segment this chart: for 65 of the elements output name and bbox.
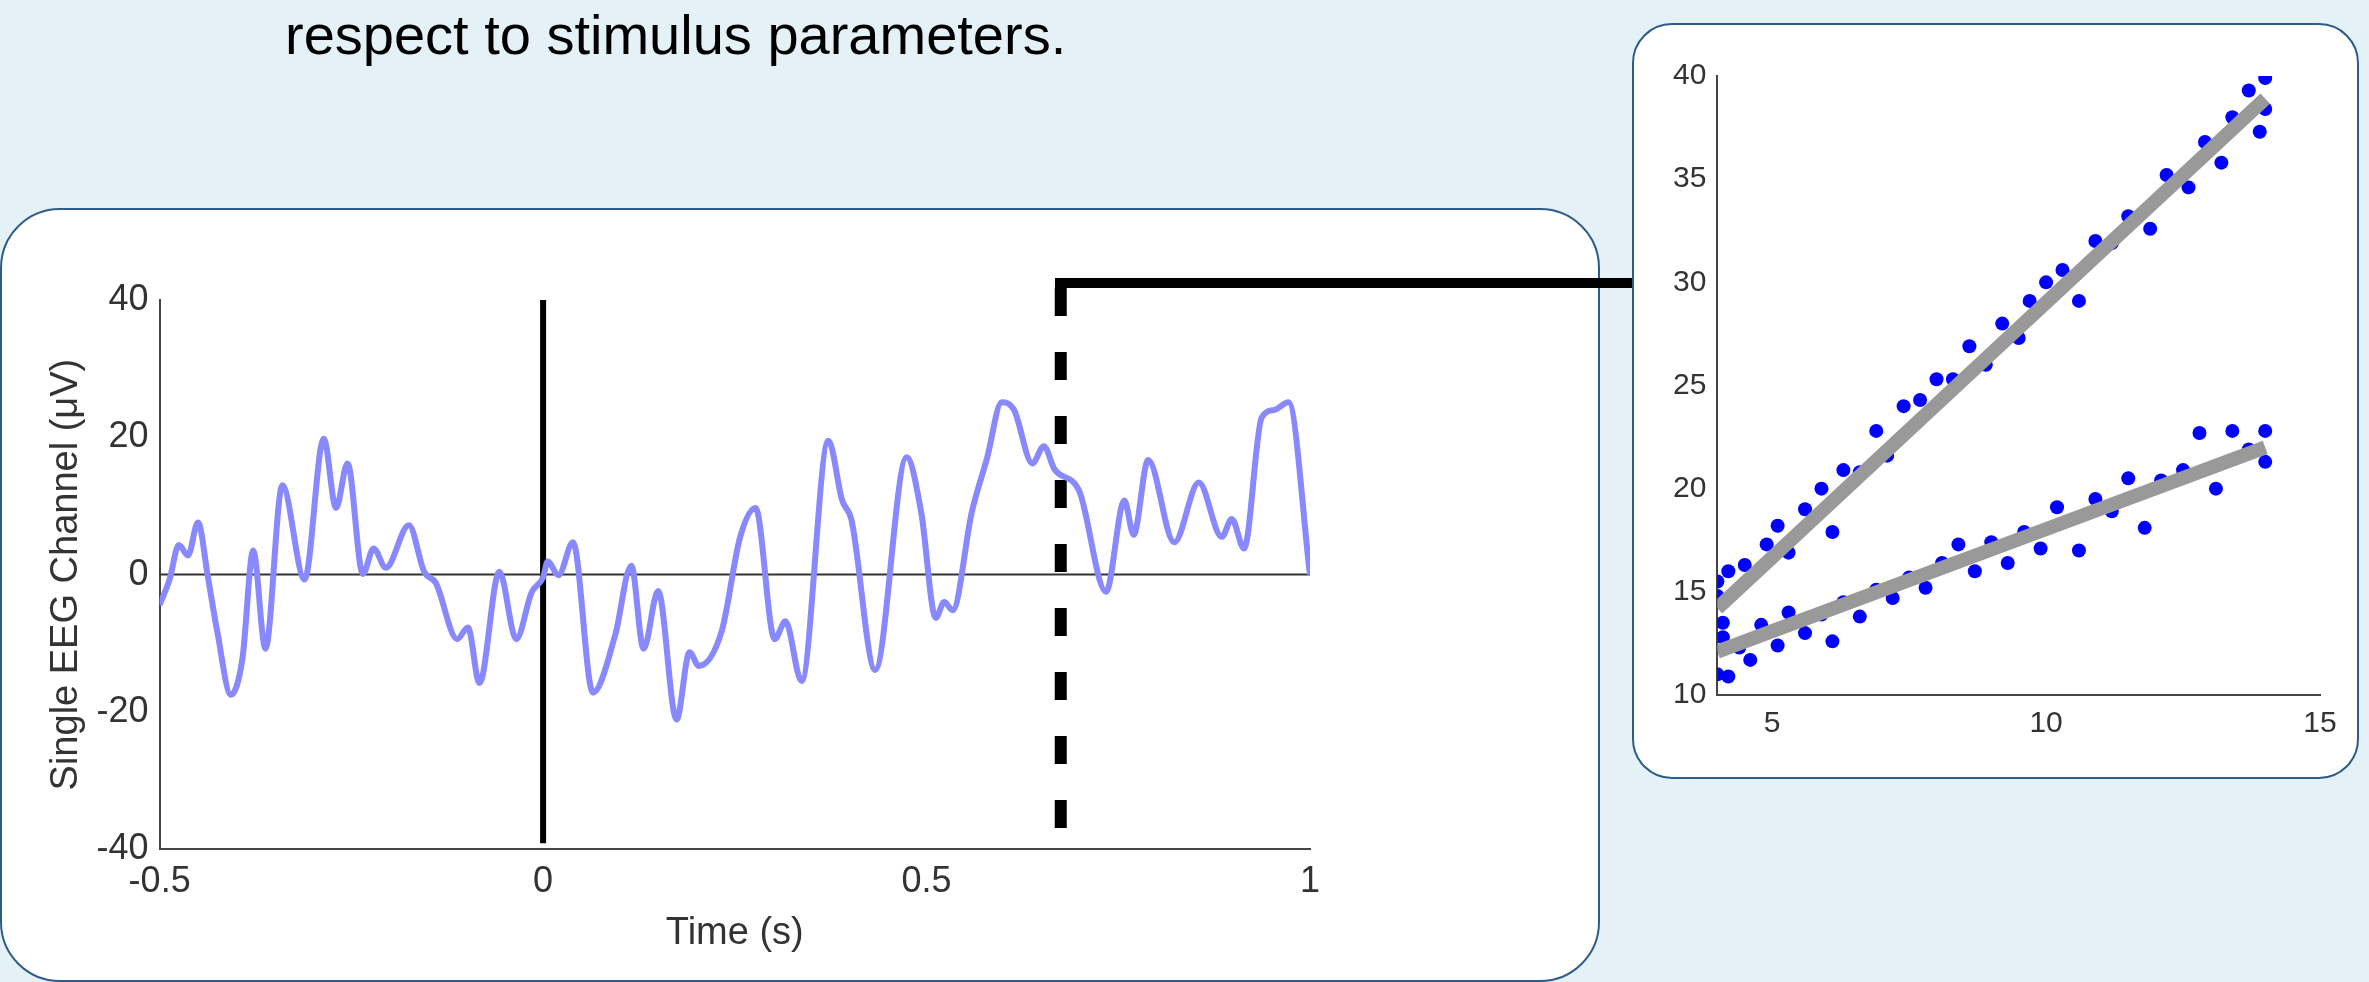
y-tick-label: -20 bbox=[96, 688, 149, 730]
point bbox=[1962, 339, 1977, 354]
point bbox=[1825, 525, 1840, 539]
y-tick-label: 25 bbox=[1672, 366, 1707, 400]
x-tick-label: 5 bbox=[1763, 705, 1781, 739]
x-tick-label: 0.5 bbox=[901, 858, 952, 900]
x-tick-label: 1 bbox=[1299, 858, 1321, 900]
x-tick-label: 10 bbox=[2029, 705, 2063, 739]
point bbox=[1798, 626, 1813, 641]
point bbox=[1896, 399, 1911, 414]
point bbox=[2121, 471, 2136, 486]
point bbox=[2071, 293, 2086, 308]
x-tick-label: 0 bbox=[533, 858, 554, 900]
point bbox=[2071, 543, 2086, 558]
point bbox=[1995, 316, 2010, 331]
point bbox=[2022, 293, 2037, 308]
x-axis-title: Time (s) bbox=[665, 909, 804, 952]
y-tick-label: 40 bbox=[108, 276, 149, 318]
point bbox=[2000, 555, 2015, 570]
point bbox=[2137, 520, 2152, 535]
y-tick-label: 10 bbox=[1672, 676, 1707, 710]
x-tick-label: -0.5 bbox=[128, 858, 191, 900]
point bbox=[1913, 392, 1928, 407]
point bbox=[2258, 423, 2273, 438]
point bbox=[1836, 463, 1851, 478]
point bbox=[2208, 481, 2223, 496]
point bbox=[1967, 564, 1982, 579]
point bbox=[2033, 541, 2048, 556]
y-tick-label: 35 bbox=[1672, 160, 1707, 194]
point bbox=[2225, 423, 2240, 438]
point bbox=[1717, 615, 1730, 630]
point bbox=[1869, 423, 1884, 438]
y-tick-label: 30 bbox=[1672, 263, 1707, 297]
point bbox=[1798, 502, 1813, 517]
point bbox=[1743, 652, 1758, 667]
point bbox=[2192, 425, 2207, 440]
text: respect to stimulus parameters. bbox=[285, 2, 1067, 67]
y-tick-label: 40 bbox=[1672, 57, 1707, 91]
point bbox=[1721, 669, 1736, 684]
point bbox=[1770, 518, 1785, 533]
y-tick-label: 20 bbox=[108, 414, 149, 456]
y-tick-label: 20 bbox=[1672, 469, 1707, 503]
y-tick-label: 0 bbox=[128, 551, 149, 593]
point bbox=[2241, 83, 2256, 98]
y-axis-title: Single EEG Channel (μV) bbox=[43, 358, 86, 791]
point bbox=[2050, 500, 2065, 515]
x-tick-label: 15 bbox=[2303, 705, 2337, 739]
point bbox=[2181, 180, 2196, 195]
point bbox=[2039, 275, 2054, 290]
point bbox=[1951, 537, 1966, 552]
point bbox=[2143, 221, 2158, 236]
point bbox=[1918, 580, 1933, 595]
point bbox=[1770, 638, 1785, 653]
point bbox=[2055, 262, 2070, 277]
point bbox=[1759, 537, 1774, 552]
point bbox=[1852, 609, 1867, 624]
point bbox=[1737, 558, 1752, 573]
point bbox=[2258, 454, 2273, 469]
point bbox=[2214, 155, 2229, 170]
point bbox=[1825, 634, 1840, 649]
point bbox=[1814, 481, 1829, 496]
y-tick-label: 15 bbox=[1672, 573, 1707, 607]
point bbox=[1929, 372, 1944, 387]
point bbox=[1721, 564, 1736, 579]
point bbox=[2252, 124, 2267, 139]
